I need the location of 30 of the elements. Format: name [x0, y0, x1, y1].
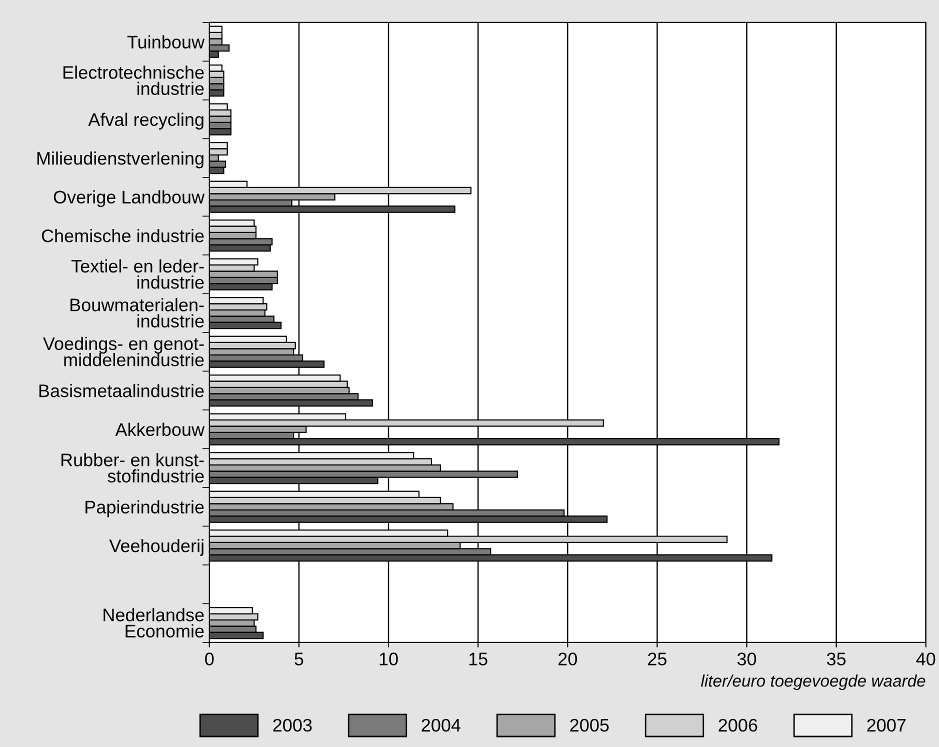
x-tick-label: 35: [826, 652, 846, 666]
y-tick-label: Afval recycling: [88, 112, 204, 130]
y-tick-label: Papierindustrie: [86, 500, 204, 518]
x-tick-label: 5: [294, 652, 304, 666]
x-tick-label: 30: [737, 652, 756, 666]
y-tick-label: Veehouderij: [109, 539, 204, 556]
x-tick-label: 40: [916, 652, 936, 666]
x-tick-label: 15: [469, 652, 488, 666]
x-axis-title: liter/euro toegevoegde waarde: [700, 674, 926, 690]
x-tick-label: 20: [558, 652, 577, 666]
y-tick-label: Rubber- en kunst- stofindustrie: [62, 453, 204, 483]
legend-label: 2003: [273, 718, 312, 732]
y-tick-label: Textiel- en leder- industrie: [71, 259, 204, 289]
y-tick-label: Tuinbouw: [127, 35, 205, 49]
legend-label: 2006: [718, 718, 758, 732]
y-tick-label: Overige Landbouw: [54, 190, 205, 208]
y-tick-label: Akkerbouw: [115, 422, 205, 436]
x-tick-label: 10: [380, 652, 398, 666]
y-tick-label: Basismetaalindustrie: [39, 384, 204, 398]
y-tick-label: Nederlandse Economie: [104, 608, 204, 638]
y-tick-label: Electrotechnische industrie: [64, 66, 204, 96]
x-tick-label: 0: [205, 652, 214, 666]
y-tick-label: Bouwmaterialen- industrie: [70, 298, 204, 328]
x-tick-label: 25: [648, 652, 666, 666]
y-tick-label: Chemische industrie: [42, 228, 204, 242]
y-tick-label: Voedings- en genot- middelenindustrie: [43, 336, 204, 366]
legend-label: 2004: [422, 718, 460, 732]
legend-label: 2005: [570, 718, 609, 732]
y-tick-label: Milieudienstverlening: [37, 151, 204, 168]
legend-label: 2007: [867, 718, 906, 732]
